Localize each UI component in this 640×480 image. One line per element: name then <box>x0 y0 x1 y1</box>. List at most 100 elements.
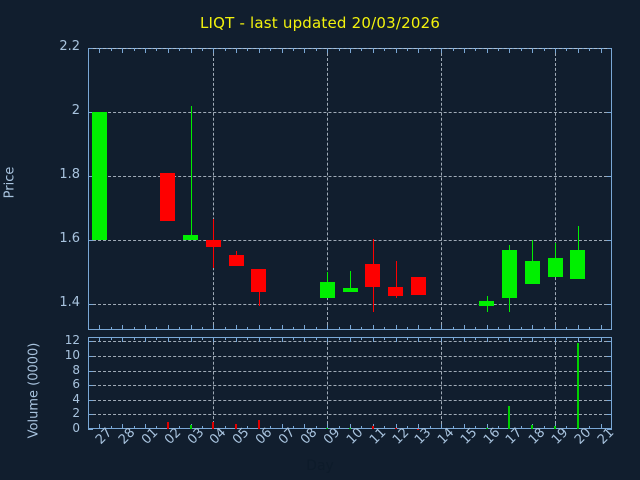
candle-body <box>570 249 586 279</box>
day-minor-tick <box>520 48 522 51</box>
day-tick <box>327 48 329 53</box>
day-tick <box>167 48 169 53</box>
day-tick <box>236 48 238 53</box>
day-minor-tick <box>338 426 340 429</box>
day-minor-tick <box>293 337 295 340</box>
day-tick <box>463 424 465 429</box>
price-gridline <box>88 112 612 114</box>
day-tick <box>144 48 146 53</box>
day-minor-tick <box>429 426 431 429</box>
day-minor-tick <box>452 327 454 330</box>
day-minor-tick <box>201 337 203 340</box>
candle-body <box>91 112 107 241</box>
day-tick <box>486 325 488 330</box>
day-minor-tick <box>179 48 181 51</box>
volume-tick <box>607 355 612 357</box>
day-tick <box>144 337 146 342</box>
volume-gridline <box>88 370 612 372</box>
day-minor-tick <box>361 426 363 429</box>
day-minor-tick <box>201 426 203 429</box>
price-tick-label: 1.8 <box>59 167 80 183</box>
day-tick <box>213 325 215 330</box>
day-minor-tick <box>543 426 545 429</box>
day-tick <box>122 48 124 53</box>
candle-body <box>205 240 221 247</box>
day-minor-tick <box>520 426 522 429</box>
day-tick <box>486 337 488 342</box>
day-gridline <box>441 337 443 429</box>
day-tick <box>190 48 192 53</box>
day-minor-tick <box>406 426 408 429</box>
day-minor-tick <box>156 48 158 51</box>
candle-body <box>183 235 199 241</box>
price-tick-label: 2 <box>71 103 80 119</box>
day-tick <box>555 337 557 342</box>
day-tick <box>281 48 283 53</box>
volume-tick <box>88 355 93 357</box>
day-minor-tick <box>224 337 226 340</box>
day-minor-tick <box>475 337 477 340</box>
volume-gridline <box>88 385 612 387</box>
day-tick <box>213 48 215 53</box>
day-tick <box>418 424 420 429</box>
volume-tick-label: 6 <box>72 377 80 392</box>
day-minor-tick <box>429 337 431 340</box>
day-minor-tick <box>520 337 522 340</box>
day-tick <box>190 337 192 342</box>
day-tick <box>281 337 283 342</box>
day-minor-tick <box>498 426 500 429</box>
volume-tick-label: 0 <box>72 421 80 435</box>
day-minor-tick <box>270 337 272 340</box>
volume-bar-18 <box>531 424 534 429</box>
day-minor-tick <box>589 48 591 51</box>
volume-tick-label: 10 <box>64 347 80 362</box>
day-minor-tick <box>270 327 272 330</box>
volume-tick <box>88 385 93 387</box>
day-tick <box>304 424 306 429</box>
candle-body <box>479 301 495 306</box>
day-tick <box>190 325 192 330</box>
day-minor-tick <box>543 327 545 330</box>
price-tick <box>607 240 612 242</box>
volume-bar-17 <box>508 406 511 429</box>
volume-tick <box>607 399 612 401</box>
day-tick <box>486 48 488 53</box>
day-minor-tick <box>589 327 591 330</box>
day-tick <box>486 424 488 429</box>
day-tick <box>577 337 579 342</box>
day-gridline <box>555 337 557 429</box>
day-tick <box>463 337 465 342</box>
day-minor-tick <box>247 327 249 330</box>
day-minor-tick <box>520 327 522 330</box>
day-minor-tick <box>452 48 454 51</box>
volume-bar-20 <box>576 342 579 429</box>
day-tick <box>372 337 374 342</box>
day-tick <box>395 325 397 330</box>
volume-bar-19 <box>554 426 557 429</box>
day-tick <box>441 325 443 330</box>
volume-tick-label: 4 <box>72 391 80 406</box>
day-tick <box>509 325 511 330</box>
day-tick <box>577 325 579 330</box>
candle-body <box>547 257 563 278</box>
volume-bar-03 <box>189 424 192 429</box>
day-minor-tick <box>201 48 203 51</box>
price-tick <box>88 48 93 49</box>
day-minor-tick <box>293 327 295 330</box>
volume-bar-12 <box>394 428 397 430</box>
day-tick <box>532 337 534 342</box>
day-minor-tick <box>133 337 135 340</box>
day-tick <box>600 48 602 53</box>
day-axis-title: Day <box>306 458 334 474</box>
day-minor-tick <box>224 48 226 51</box>
day-minor-tick <box>179 327 181 330</box>
day-tick <box>600 325 602 330</box>
day-tick <box>327 325 329 330</box>
day-minor-tick <box>110 327 112 330</box>
day-tick <box>350 48 351 53</box>
price-tick-label: 2.2 <box>59 39 80 54</box>
day-minor-tick <box>247 426 249 429</box>
day-minor-tick <box>566 426 568 429</box>
day-minor-tick <box>452 426 454 429</box>
